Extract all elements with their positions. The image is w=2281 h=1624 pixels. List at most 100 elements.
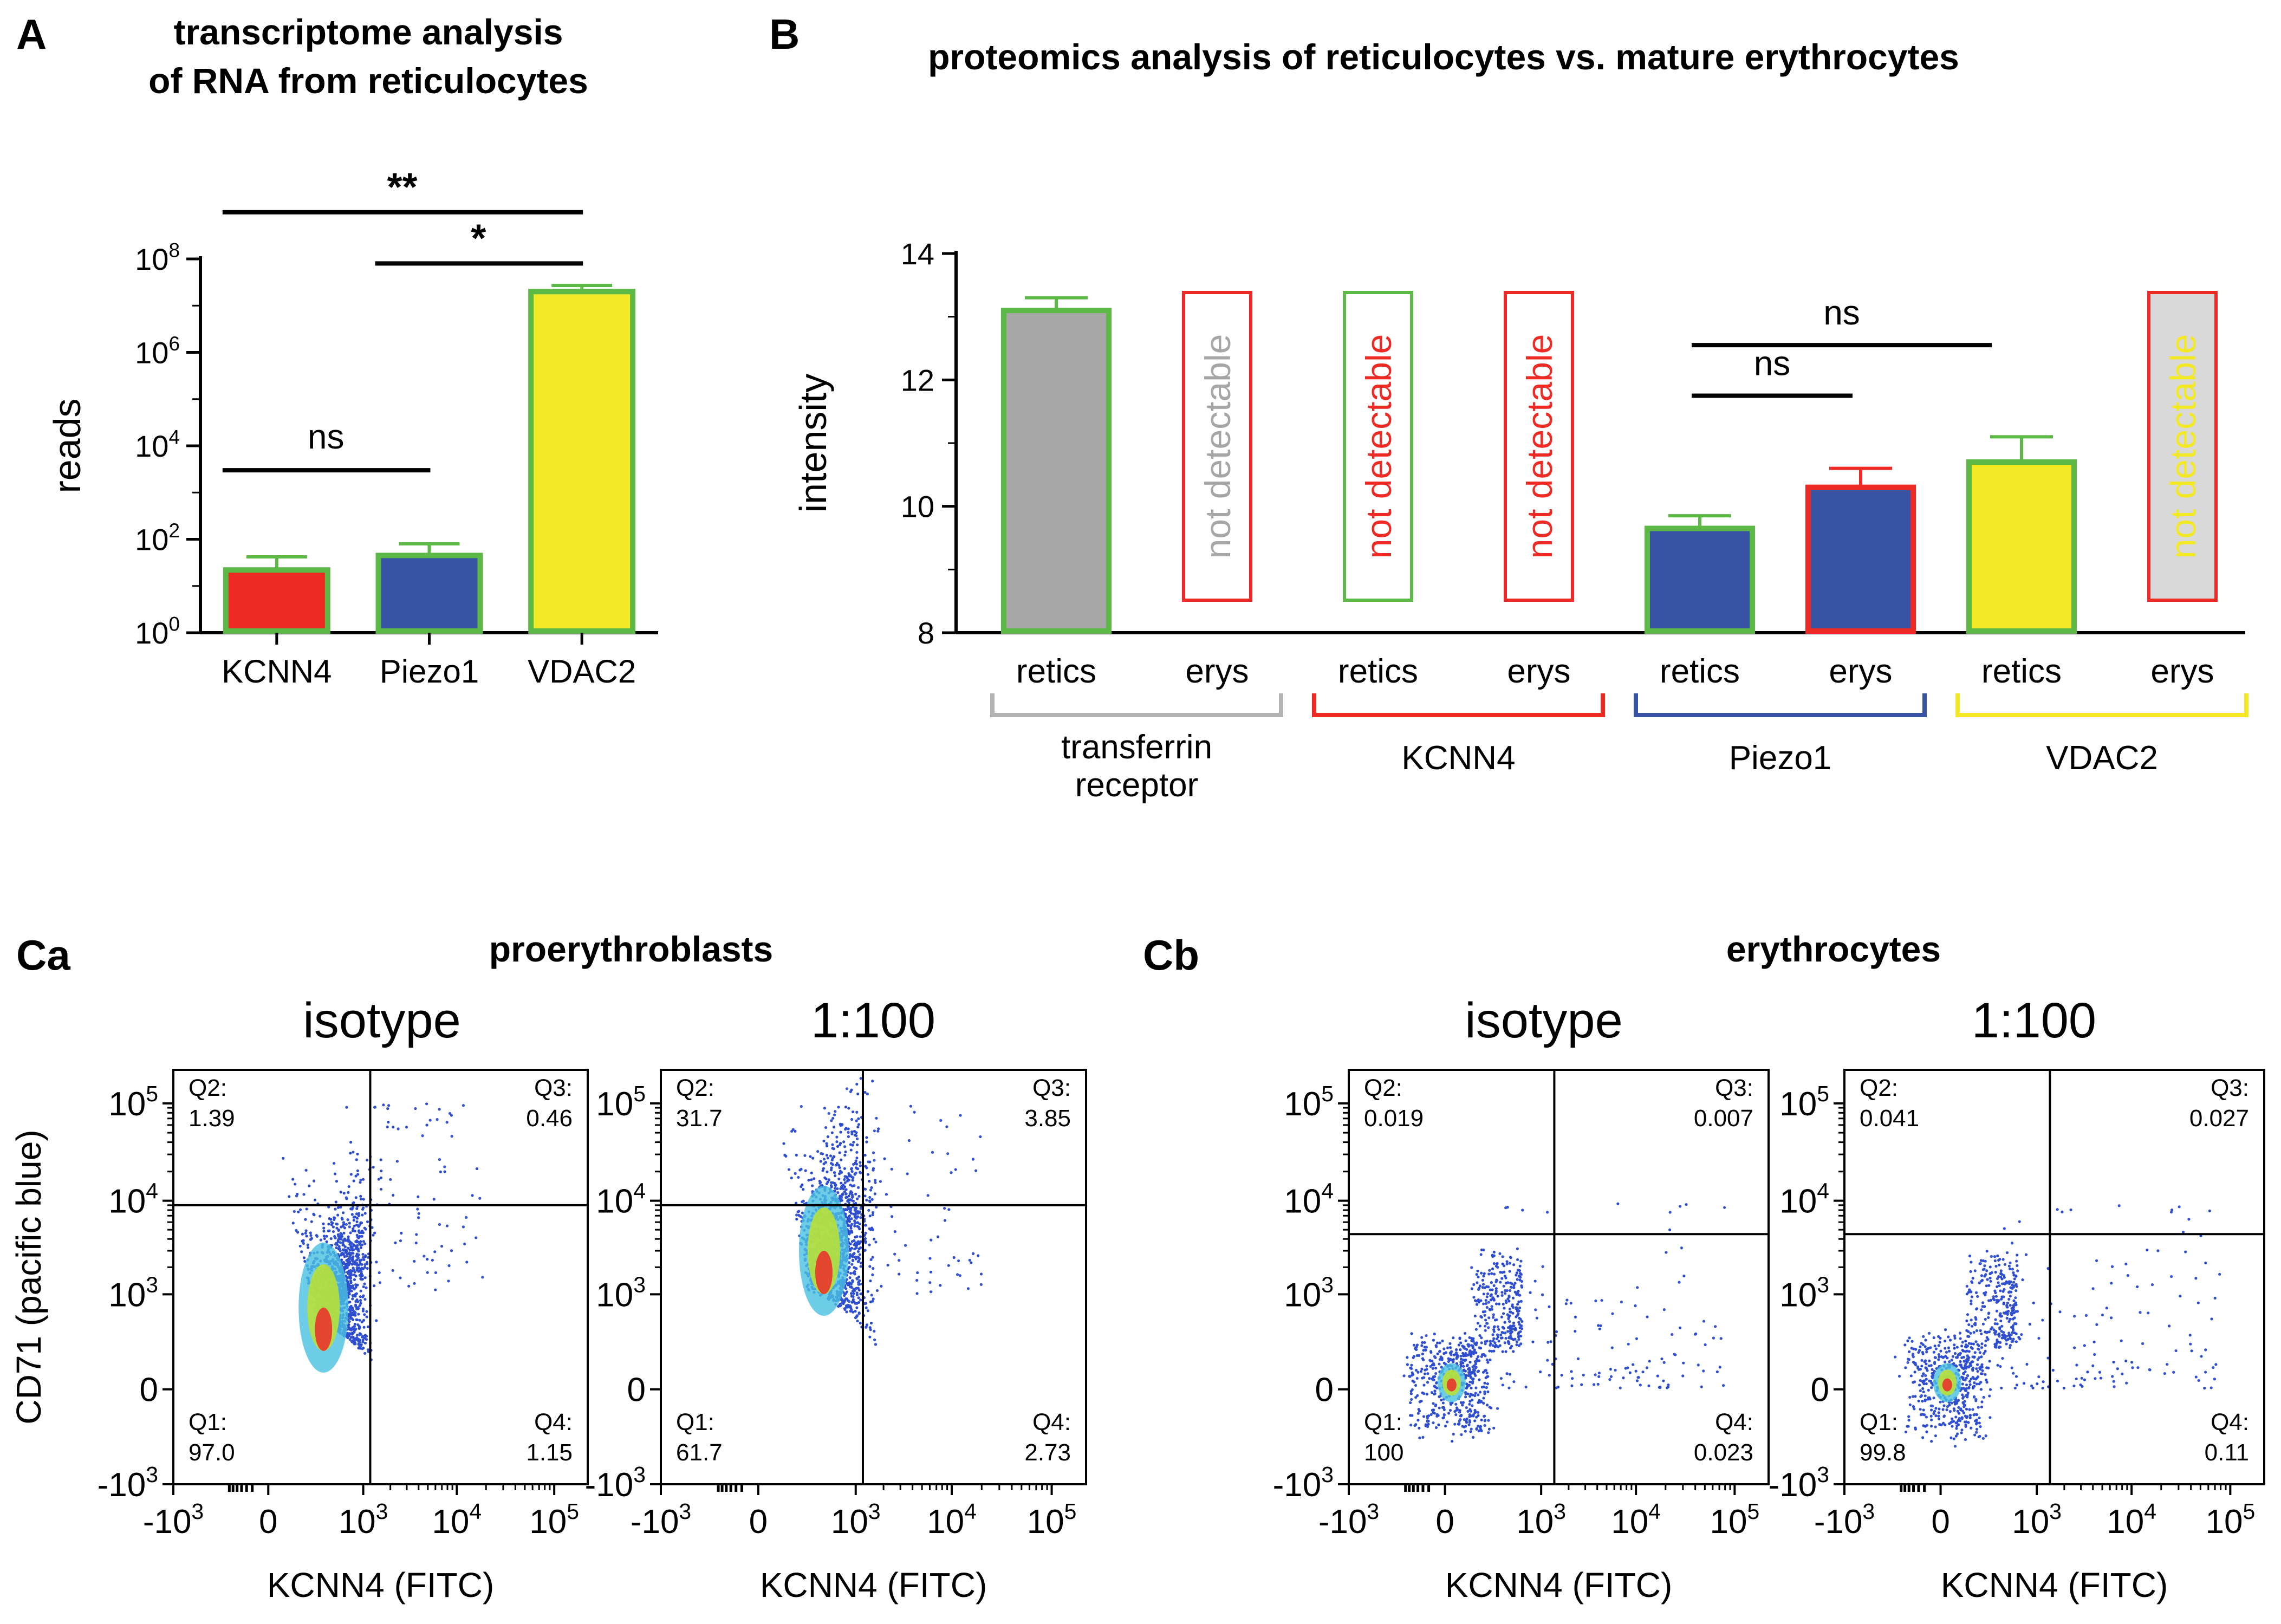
flow-event [824,1177,828,1180]
flow-event [866,1173,869,1176]
flow-event [1464,1369,1467,1373]
flow-event [1907,1419,1910,1422]
flow-event [1600,1298,1603,1302]
flow-event [1894,1355,1897,1359]
flow-event [852,1176,855,1179]
flow-event [1484,1302,1488,1305]
flow-event [1953,1400,1957,1404]
flow-event [876,1129,880,1133]
flow-event [1952,1362,1955,1365]
flow-event [875,1116,878,1120]
flow-event [434,1288,437,1291]
flow-event [1953,1352,1957,1355]
flow-event [1702,1320,1706,1323]
flow-event [1511,1305,1515,1309]
flow-event [1477,1430,1480,1433]
flow-event [356,1306,360,1309]
flow-event [359,1194,362,1198]
flow-event [1966,1313,1970,1316]
flow-event [1468,1361,1472,1364]
flow-event [1970,1302,1973,1305]
flow-event [2124,1262,2128,1266]
flow-event [1923,1425,1927,1428]
flow-event [858,1222,861,1225]
flow-event [1627,1342,1630,1346]
flow-event [1934,1407,1938,1410]
flow-event [1421,1352,1424,1356]
flow-event [354,1295,357,1298]
flow-event [2125,1381,2128,1385]
flow-event [439,1170,442,1173]
flow-event [330,1223,334,1226]
flow-event [877,1127,880,1131]
flow-event [939,1119,943,1122]
flow-event [1462,1365,1465,1368]
flow-event [1431,1367,1434,1370]
flow-event [2007,1264,2011,1268]
flow-event [1465,1406,1468,1409]
flow-event [1929,1414,1933,1418]
flow-event [358,1274,361,1277]
flow-x-tick-label: 105 [2206,1499,2256,1541]
flow-event [1987,1366,1990,1370]
flow-event [2188,1334,2192,1337]
flow-event [846,1208,849,1211]
flow-event [2072,1384,2076,1388]
flow-event [2204,1261,2207,1265]
flow-event [1454,1351,1458,1354]
b-x-tick-label: retics [1016,653,1096,690]
flow-event [1473,1394,1477,1398]
flow-event [1965,1284,1968,1288]
flow-event [348,1301,352,1304]
flow-event [1492,1349,1496,1353]
flow-event [1967,1342,1971,1345]
flow-x-tick-label: 0 [259,1503,277,1541]
flow-y-tick-label: 104 [1284,1179,1334,1220]
flow-event [2056,1208,2059,1211]
flow-event [1421,1391,1424,1394]
flow-event [831,1143,834,1146]
flow-event [337,1245,341,1248]
flow-event [1502,1331,1505,1335]
flow-event [1466,1363,1469,1367]
flow-event [399,1276,402,1279]
flow-event [1938,1407,1941,1411]
flow-event [854,1192,857,1196]
flow-event [795,1201,798,1205]
flow-event [1668,1211,1672,1214]
flow-event [1517,1312,1520,1315]
a-y-tick-label: 100 [135,613,180,650]
flow-event [2130,1361,2134,1364]
flow-event [1956,1432,1959,1435]
flow-event [1934,1434,1937,1438]
flow-event [1942,1356,1945,1359]
flow-event [1922,1381,1925,1385]
flow-event [1947,1335,1950,1339]
flow-event [1482,1302,1485,1305]
flow-event [853,1133,856,1136]
flow-event [868,1179,871,1183]
flow-event [1994,1318,1997,1321]
flow-event [333,1172,337,1175]
flow-event [1515,1271,1519,1275]
flow-event [296,1231,300,1234]
flow-quadrant-name: Q3: [1715,1075,1753,1101]
flow-event [1922,1372,1925,1375]
flow-event [1515,1343,1518,1347]
a-bar-piezo1 [375,553,483,634]
flow-event [355,1217,359,1220]
flow-event [1565,1298,1569,1302]
flow-event [357,1253,360,1257]
flow-event [1495,1337,1498,1341]
flow-event [850,1130,854,1133]
flow-event [1697,1363,1700,1367]
flow-event [1541,1265,1544,1268]
flow-event [2166,1363,2169,1366]
flow-event [462,1104,465,1107]
flow-event [2203,1387,2206,1390]
flow-event [853,1224,856,1227]
flow-event [886,1263,889,1267]
flow-event [1425,1368,1428,1371]
flow-event [1420,1367,1424,1370]
flow-event [1494,1302,1498,1305]
